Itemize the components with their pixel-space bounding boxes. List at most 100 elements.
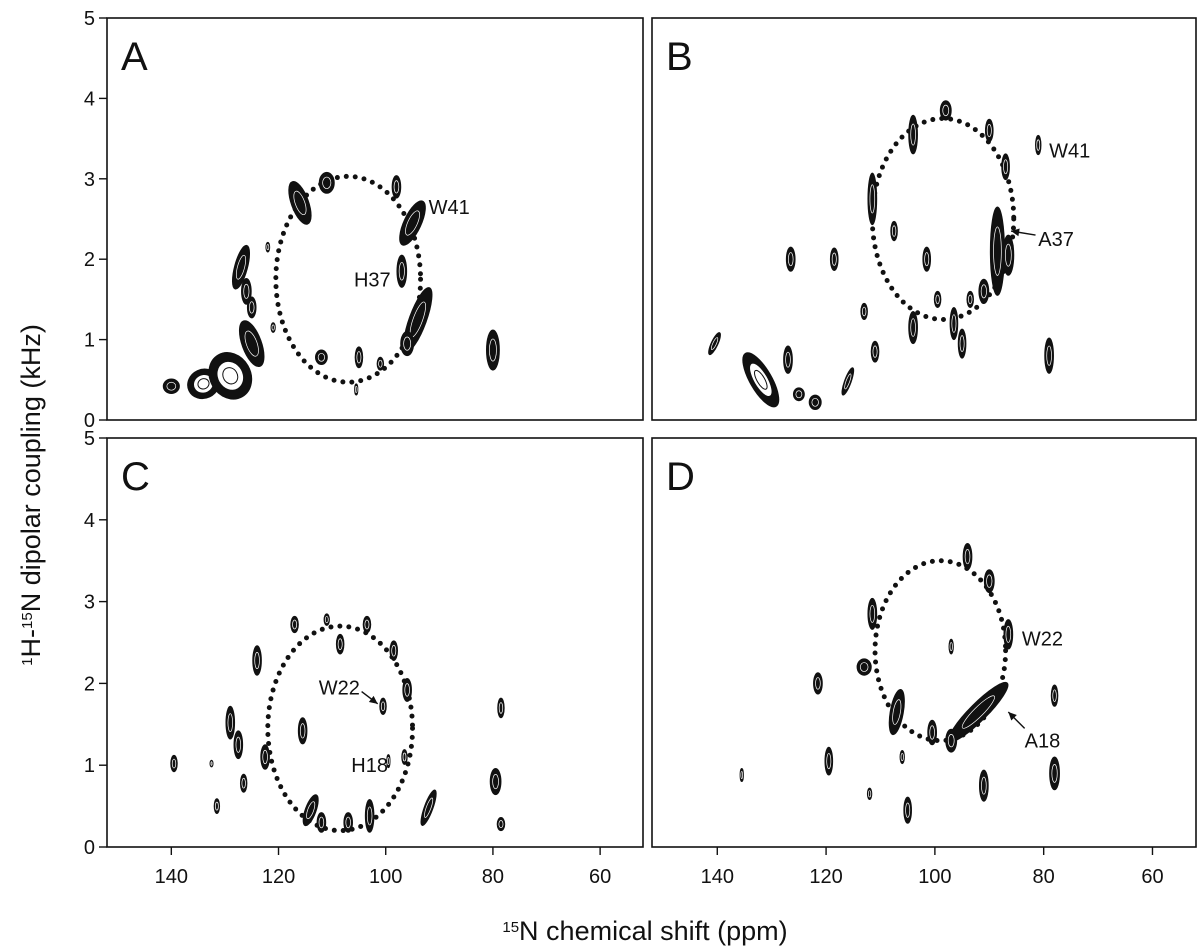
peak-contour (966, 290, 975, 308)
y-tick-label: 1 (84, 755, 95, 777)
x-axis-label: 15N chemical shift (ppm) (502, 916, 787, 946)
peak-contour (379, 697, 387, 715)
peak-contour (949, 306, 959, 341)
peak-contour (867, 597, 878, 630)
peak-contour (376, 356, 385, 371)
peak-contour (927, 719, 938, 746)
x-tick-label: 140 (701, 866, 734, 888)
peak-contour (162, 378, 180, 394)
peak-contour (297, 717, 308, 745)
pisa-wheel (273, 173, 424, 385)
y-tick-label: 0 (84, 410, 95, 432)
residue-label: A37 (1038, 229, 1074, 251)
panel-letter: D (666, 455, 695, 499)
peak-contour (239, 773, 248, 793)
peak-contour (260, 744, 270, 770)
panel-c: C 0 1 2 3 4 5 140 120 100 80 60 W22 H18 (84, 428, 644, 888)
peak-contour (983, 569, 995, 594)
peak-contour (824, 746, 834, 776)
peak-contour (389, 640, 399, 661)
peak-contour (225, 705, 236, 740)
y-tick-label: 3 (84, 169, 95, 191)
peak-contour (270, 322, 276, 333)
peak-contour (1001, 153, 1010, 181)
peak-contour (288, 181, 312, 225)
peak-contour (354, 346, 364, 369)
x-tick-label: 120 (809, 866, 842, 888)
peak-contour (497, 697, 505, 719)
peak-contour (989, 206, 1006, 296)
peak-contour (962, 543, 973, 571)
panel-frame (651, 437, 1197, 848)
pisa-wheel (872, 558, 1009, 744)
peak-contour (783, 345, 793, 374)
peak-contour (870, 340, 880, 363)
peak-contour (1002, 234, 1015, 276)
panel-frame (106, 17, 644, 421)
peak-contour (939, 100, 952, 121)
panel-a: A 0 1 2 3 4 5 W41 H37 (84, 8, 644, 432)
peak-contour (1003, 619, 1014, 650)
y-tick-label: 4 (84, 88, 95, 110)
residue-label: H37 (354, 269, 391, 291)
peak-contour (829, 247, 839, 271)
residue-label: A18 (1025, 731, 1061, 753)
peak-contour (792, 387, 805, 402)
peak-contour (808, 394, 822, 411)
y-tick-label: 2 (84, 673, 95, 695)
x-tick-label: 140 (155, 866, 188, 888)
peak-contour (978, 278, 990, 304)
panel-frame (106, 437, 644, 848)
peak-contour (170, 754, 178, 773)
annotation-arrowhead (1011, 228, 1020, 237)
peak-contour (386, 754, 391, 769)
peak-contour (315, 349, 328, 366)
peak-contour (420, 789, 437, 826)
y-tick-label: 0 (84, 837, 95, 859)
peak-contour (742, 352, 780, 408)
y-tick-label: 2 (84, 249, 95, 271)
x-tick-label: 100 (918, 866, 951, 888)
peak-contour (401, 749, 408, 765)
peak-contour (489, 767, 502, 796)
y-tick-label: 4 (84, 510, 95, 532)
peak-contour (888, 688, 905, 736)
peak-contour (362, 615, 372, 634)
peak-contour (402, 677, 412, 702)
residue-label: H18 (351, 755, 388, 777)
residue-label: W22 (319, 677, 360, 699)
peak-contour (208, 352, 253, 400)
panel-frame (651, 17, 1197, 421)
y-tick-label: 5 (84, 428, 95, 450)
peak-contour (908, 310, 918, 345)
peak-contour (1035, 134, 1042, 156)
peak-contour (302, 794, 319, 827)
peak-contour (391, 175, 402, 199)
residue-label: W41 (1049, 141, 1090, 163)
peak-contour (231, 244, 251, 290)
peak-contour (984, 118, 994, 143)
peak-contour (343, 812, 353, 833)
peak-contour (867, 172, 878, 226)
panel-b: B W41 A37 (651, 17, 1197, 421)
peak-contour (252, 645, 262, 676)
peak-contour (866, 787, 873, 801)
x-tick-label: 80 (1033, 866, 1055, 888)
peak-contour (890, 220, 898, 242)
peak-contour (948, 681, 1009, 743)
peak-contour (948, 638, 954, 655)
peak-contour (396, 254, 408, 288)
peak-contour (265, 241, 271, 253)
residue-label: W41 (429, 197, 470, 219)
peak-contour (1044, 337, 1054, 374)
peak-contour (1050, 684, 1059, 707)
y-tick-label: 5 (84, 8, 95, 30)
panel-letter: A (121, 35, 148, 79)
x-tick-label: 100 (369, 866, 402, 888)
x-tick-label: 60 (589, 866, 611, 888)
panel-d: D 140 120 100 80 60 W22 A18 (651, 437, 1197, 888)
peak-contour (485, 329, 500, 371)
peak-contour (908, 114, 918, 155)
annotation-arrowhead (368, 695, 378, 704)
